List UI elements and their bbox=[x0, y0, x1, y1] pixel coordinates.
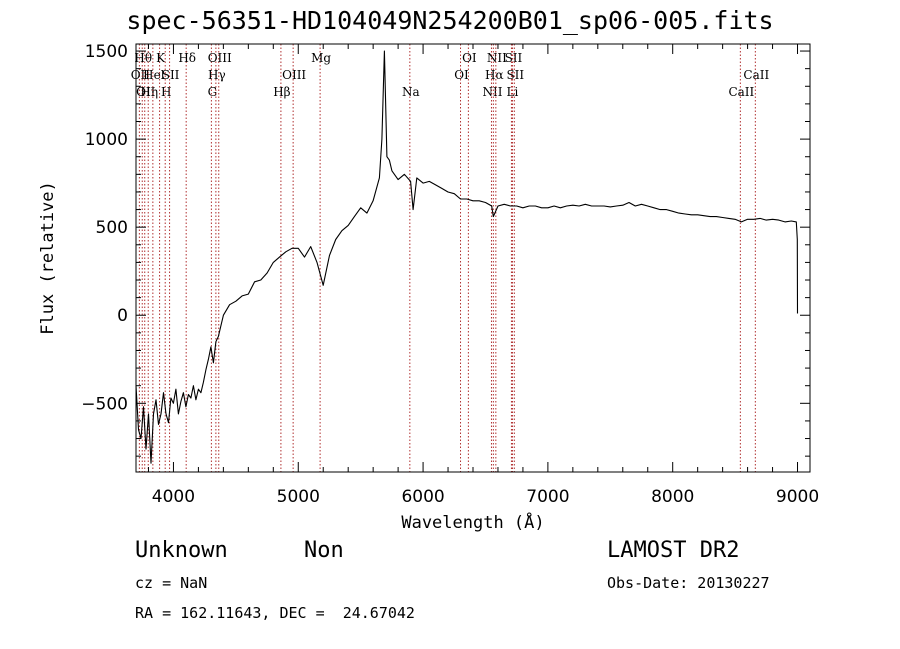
spectral-line-label: OIII bbox=[282, 68, 306, 82]
spectral-line-label: Hγ bbox=[208, 68, 226, 82]
object-subclass: Non bbox=[304, 538, 344, 563]
survey-name: LAMOST DR2 bbox=[607, 538, 740, 563]
plot-frame bbox=[135, 43, 811, 473]
spectral-line-label: Hη bbox=[140, 85, 158, 99]
x-tick-label: 4000 bbox=[152, 487, 195, 507]
spectral-line-label: SII bbox=[162, 68, 180, 82]
spectral-line-label: K bbox=[156, 51, 166, 65]
spectral-line-label: OIII bbox=[208, 51, 232, 65]
spectral-line-label: NII bbox=[482, 85, 502, 99]
spectral-line-label: CaII bbox=[728, 85, 754, 99]
y-tick-label: 1500 bbox=[85, 42, 128, 62]
spectral-line-label: Mg bbox=[311, 51, 331, 65]
x-tick-label: 8000 bbox=[651, 487, 694, 507]
x-axis-label: Wavelength (Å) bbox=[401, 511, 544, 533]
y-axis-label: Flux (relative) bbox=[38, 181, 58, 335]
x-tick-label: 7000 bbox=[526, 487, 569, 507]
spectral-line-label: OI bbox=[462, 51, 477, 65]
spectral-line-label: Hδ bbox=[178, 51, 196, 65]
spectrum-series-line bbox=[135, 50, 799, 464]
x-tick-label: 6000 bbox=[401, 487, 444, 507]
object-class: Unknown bbox=[135, 538, 228, 563]
spectral-line-label: OI bbox=[454, 68, 469, 82]
spectral-line-label: SII bbox=[505, 51, 523, 65]
spectral-line-label: H bbox=[161, 85, 171, 99]
x-tick-label: 9000 bbox=[776, 487, 819, 507]
redshift-cz: cz = NaN bbox=[135, 574, 208, 592]
spectral-line-label: SII bbox=[506, 68, 524, 82]
spectral-line-label: NII bbox=[487, 51, 507, 65]
coordinates: RA = 162.11643, DEC = 24.67042 bbox=[135, 604, 415, 622]
spectral-line-label: Hβ bbox=[273, 85, 290, 99]
spectral-line-label: Hθ bbox=[134, 51, 152, 65]
spectral-line-label: Hel bbox=[143, 68, 165, 82]
spectral-line-label: Li bbox=[507, 85, 519, 99]
chart-title: spec-56351-HD104049N254200B01_sp06-005.f… bbox=[126, 6, 774, 35]
spectral-line-label: OII bbox=[136, 85, 156, 99]
observation-date: Obs-Date: 20130227 bbox=[607, 574, 770, 592]
x-tick-label: 5000 bbox=[277, 487, 320, 507]
y-tick-label: 0 bbox=[117, 306, 128, 326]
spectral-line-label: CaII bbox=[743, 68, 769, 82]
y-tick-label: 1000 bbox=[85, 130, 128, 150]
y-tick-label: −500 bbox=[81, 394, 128, 414]
spectral-line-label: Na bbox=[402, 85, 420, 99]
spectral-line-label: G bbox=[208, 85, 218, 99]
spectral-line-label: Hα bbox=[485, 68, 504, 82]
y-tick-label: 500 bbox=[96, 218, 128, 238]
